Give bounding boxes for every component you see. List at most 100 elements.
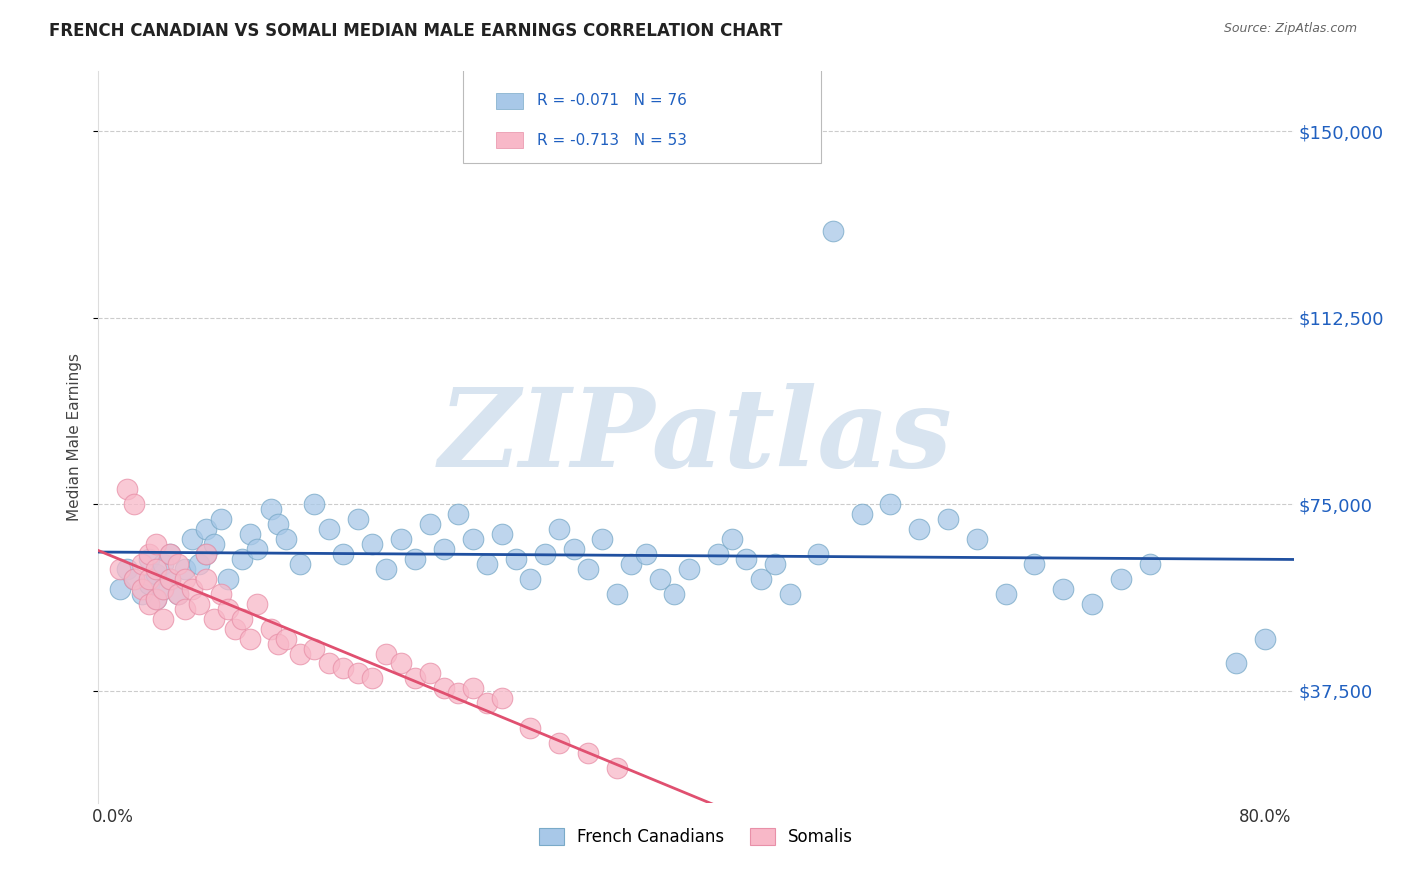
Point (202, 537, 225, 551)
Point (591, 532, 613, 546)
Point (173, 572, 195, 586)
Point (332, 547, 354, 561)
Text: FRENCH CANADIAN VS SOMALI MEDIAN MALE EARNINGS CORRELATION CHART: FRENCH CANADIAN VS SOMALI MEDIAN MALE EA… (49, 22, 783, 40)
Point (267, 636, 290, 650)
Point (1081, 597, 1104, 611)
Point (152, 557, 174, 571)
Point (346, 512, 368, 526)
Point (1139, 557, 1161, 571)
Point (1024, 557, 1046, 571)
Point (461, 681, 484, 696)
Y-axis label: Median Male Earnings: Median Male Earnings (67, 353, 83, 521)
Point (166, 557, 188, 571)
Point (648, 572, 671, 586)
Point (224, 622, 246, 636)
Point (404, 672, 426, 686)
Point (166, 587, 188, 601)
Point (433, 681, 456, 696)
Point (620, 557, 643, 571)
Point (821, 224, 844, 238)
Point (706, 547, 728, 561)
Point (606, 587, 628, 601)
Point (131, 582, 153, 596)
Point (994, 587, 1017, 601)
Point (389, 657, 412, 671)
Point (477, 557, 499, 571)
Point (879, 497, 901, 511)
Point (138, 547, 160, 561)
Point (288, 647, 311, 661)
Point (735, 552, 758, 566)
Point (562, 542, 585, 557)
Point (173, 601, 195, 615)
FancyBboxPatch shape (463, 64, 821, 163)
Point (231, 552, 253, 566)
Point (721, 532, 744, 546)
Point (239, 527, 262, 541)
Point (246, 542, 269, 557)
Point (447, 507, 470, 521)
Point (195, 547, 218, 561)
Point (260, 622, 283, 636)
Point (239, 632, 262, 646)
Point (807, 547, 830, 561)
Point (145, 566, 167, 581)
Point (124, 572, 146, 586)
Point (138, 577, 160, 591)
Point (115, 562, 138, 576)
Point (576, 562, 599, 576)
Point (188, 597, 211, 611)
Point (304, 641, 326, 656)
Point (606, 761, 628, 775)
Point (152, 582, 174, 596)
Point (246, 597, 269, 611)
Point (159, 547, 181, 561)
Point (209, 587, 232, 601)
Point (152, 612, 174, 626)
Point (749, 572, 772, 586)
Point (145, 537, 167, 551)
Legend: French Canadians, Somalis: French Canadians, Somalis (533, 822, 859, 853)
Point (519, 721, 541, 735)
Point (159, 572, 181, 586)
Point (173, 562, 195, 576)
Point (1109, 572, 1132, 586)
Point (361, 672, 384, 686)
Text: Source: ZipAtlas.com: Source: ZipAtlas.com (1223, 22, 1357, 36)
Point (131, 557, 153, 571)
Point (195, 547, 218, 561)
Point (231, 612, 253, 626)
Point (491, 691, 513, 706)
Point (152, 582, 174, 596)
FancyBboxPatch shape (496, 132, 523, 148)
Point (936, 512, 959, 526)
Point (533, 547, 555, 561)
Point (346, 666, 368, 681)
Point (519, 572, 541, 586)
Point (375, 562, 398, 576)
Point (145, 562, 167, 576)
Point (576, 746, 599, 760)
Point (447, 686, 470, 700)
Point (304, 497, 326, 511)
Point (419, 666, 441, 681)
Text: R = -0.713   N = 53: R = -0.713 N = 53 (537, 133, 688, 148)
Point (267, 517, 290, 532)
Point (318, 522, 340, 536)
Point (375, 647, 398, 661)
Point (108, 582, 131, 596)
Point (188, 557, 211, 571)
Point (115, 483, 138, 497)
Text: ZIPatlas: ZIPatlas (439, 384, 953, 491)
Point (274, 632, 297, 646)
Point (124, 572, 146, 586)
Point (181, 582, 204, 596)
Point (548, 736, 571, 750)
Point (217, 572, 239, 586)
Point (131, 587, 153, 601)
Point (634, 547, 657, 561)
Point (260, 502, 283, 516)
Text: R = -0.071   N = 76: R = -0.071 N = 76 (537, 94, 688, 108)
Point (548, 522, 571, 536)
Point (763, 557, 786, 571)
